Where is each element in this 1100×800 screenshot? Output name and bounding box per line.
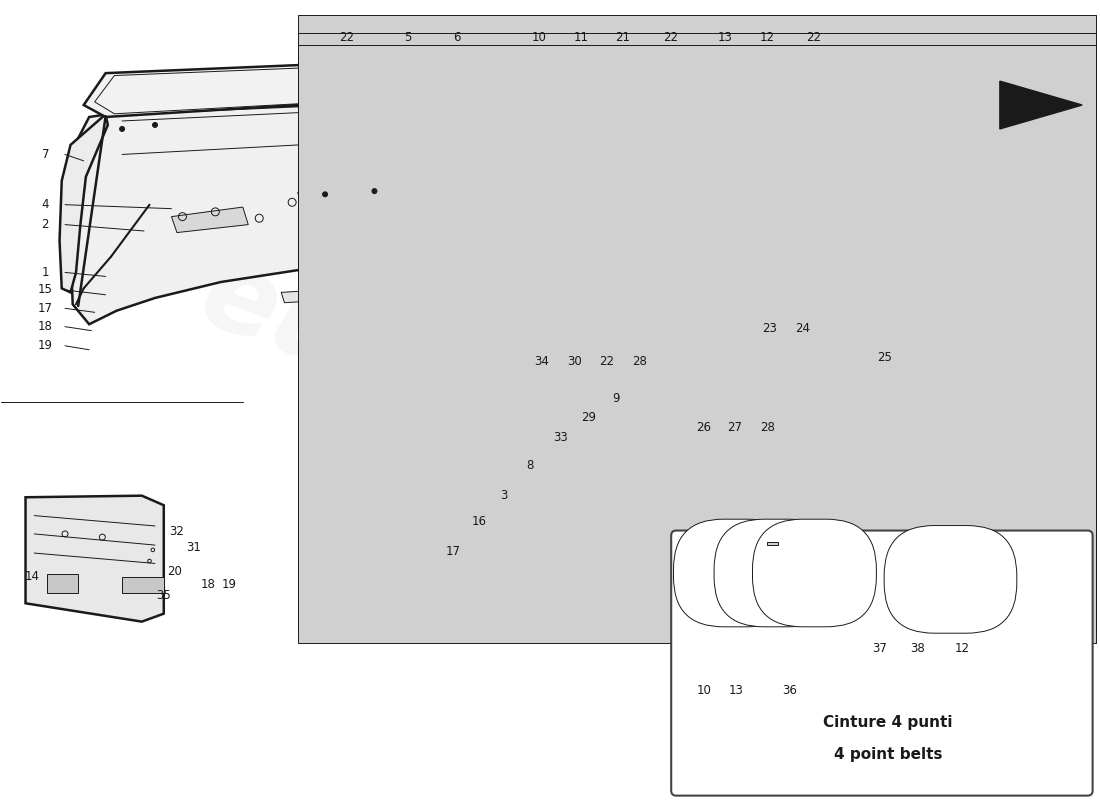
- Bar: [298, 34, 1096, 631]
- Text: 19: 19: [222, 578, 238, 591]
- Text: 18: 18: [37, 320, 53, 333]
- Text: 4 point belts: 4 point belts: [834, 747, 943, 762]
- Text: 32: 32: [169, 525, 185, 538]
- FancyBboxPatch shape: [884, 526, 1016, 633]
- Text: 10: 10: [531, 30, 547, 44]
- Polygon shape: [682, 302, 717, 354]
- FancyBboxPatch shape: [752, 519, 877, 627]
- Text: 2: 2: [42, 218, 50, 231]
- Text: 13: 13: [729, 685, 744, 698]
- Text: 18: 18: [200, 578, 216, 591]
- Text: 20: 20: [167, 565, 183, 578]
- Polygon shape: [640, 111, 802, 197]
- Circle shape: [372, 189, 377, 194]
- Text: 7: 7: [42, 148, 50, 161]
- Text: 17: 17: [446, 545, 461, 558]
- Polygon shape: [70, 93, 676, 324]
- Polygon shape: [651, 194, 774, 258]
- Text: 21: 21: [615, 30, 630, 44]
- FancyBboxPatch shape: [673, 519, 797, 627]
- Text: eurocars: eurocars: [187, 240, 738, 528]
- Circle shape: [120, 126, 124, 131]
- FancyBboxPatch shape: [122, 577, 164, 593]
- Text: 22: 22: [806, 30, 821, 44]
- Text: 34: 34: [534, 355, 549, 368]
- Text: 28: 28: [760, 422, 774, 434]
- FancyBboxPatch shape: [47, 574, 78, 593]
- Text: 33: 33: [553, 431, 569, 444]
- Text: 29: 29: [581, 411, 596, 424]
- Text: 26: 26: [696, 422, 711, 434]
- Text: 14: 14: [24, 570, 40, 583]
- Polygon shape: [282, 273, 614, 302]
- Polygon shape: [910, 129, 994, 202]
- Text: 4: 4: [42, 198, 50, 211]
- Text: 36: 36: [782, 685, 796, 698]
- Circle shape: [153, 122, 157, 127]
- Circle shape: [322, 192, 328, 197]
- Text: 31: 31: [186, 541, 201, 554]
- Text: a passion for parts: a passion for parts: [337, 440, 653, 567]
- Text: 5: 5: [404, 30, 411, 44]
- Polygon shape: [702, 550, 844, 589]
- Text: 37: 37: [871, 642, 887, 655]
- Text: 10: 10: [696, 685, 711, 698]
- FancyBboxPatch shape: [671, 530, 1092, 796]
- Text: 19: 19: [37, 339, 53, 352]
- Text: 22: 22: [340, 30, 354, 44]
- Polygon shape: [84, 54, 611, 117]
- Text: 1: 1: [42, 266, 50, 279]
- Text: 25: 25: [877, 351, 892, 364]
- Text: 22: 22: [663, 30, 679, 44]
- Text: 23: 23: [762, 322, 777, 334]
- Text: 3: 3: [500, 489, 507, 502]
- Text: 8: 8: [527, 459, 534, 472]
- Polygon shape: [25, 496, 164, 622]
- Polygon shape: [767, 542, 778, 545]
- Polygon shape: [298, 186, 346, 206]
- Polygon shape: [59, 114, 108, 292]
- Text: 12: 12: [955, 642, 970, 655]
- Text: 22: 22: [600, 355, 615, 368]
- Text: 24: 24: [795, 322, 810, 334]
- Polygon shape: [1000, 81, 1082, 129]
- Polygon shape: [172, 207, 249, 233]
- Text: 15: 15: [37, 283, 53, 297]
- Polygon shape: [682, 547, 702, 583]
- Text: 13: 13: [718, 30, 733, 44]
- Text: 85: 85: [679, 387, 860, 541]
- Text: 28: 28: [632, 355, 648, 368]
- Text: 9: 9: [612, 392, 619, 405]
- Text: 38: 38: [910, 642, 925, 655]
- FancyBboxPatch shape: [714, 519, 838, 627]
- Polygon shape: [778, 127, 939, 202]
- Text: 30: 30: [566, 355, 582, 368]
- Text: 6: 6: [453, 30, 461, 44]
- Text: Cinture 4 punti: Cinture 4 punti: [823, 715, 953, 730]
- Text: 16: 16: [471, 514, 486, 528]
- Bar: [298, 46, 1096, 643]
- Text: 11: 11: [573, 30, 588, 44]
- Bar: [298, 15, 1096, 613]
- Text: 27: 27: [727, 422, 741, 434]
- Text: 12: 12: [760, 30, 774, 44]
- Text: 17: 17: [37, 302, 53, 315]
- Polygon shape: [95, 57, 596, 114]
- Text: 35: 35: [156, 589, 172, 602]
- Polygon shape: [912, 545, 989, 601]
